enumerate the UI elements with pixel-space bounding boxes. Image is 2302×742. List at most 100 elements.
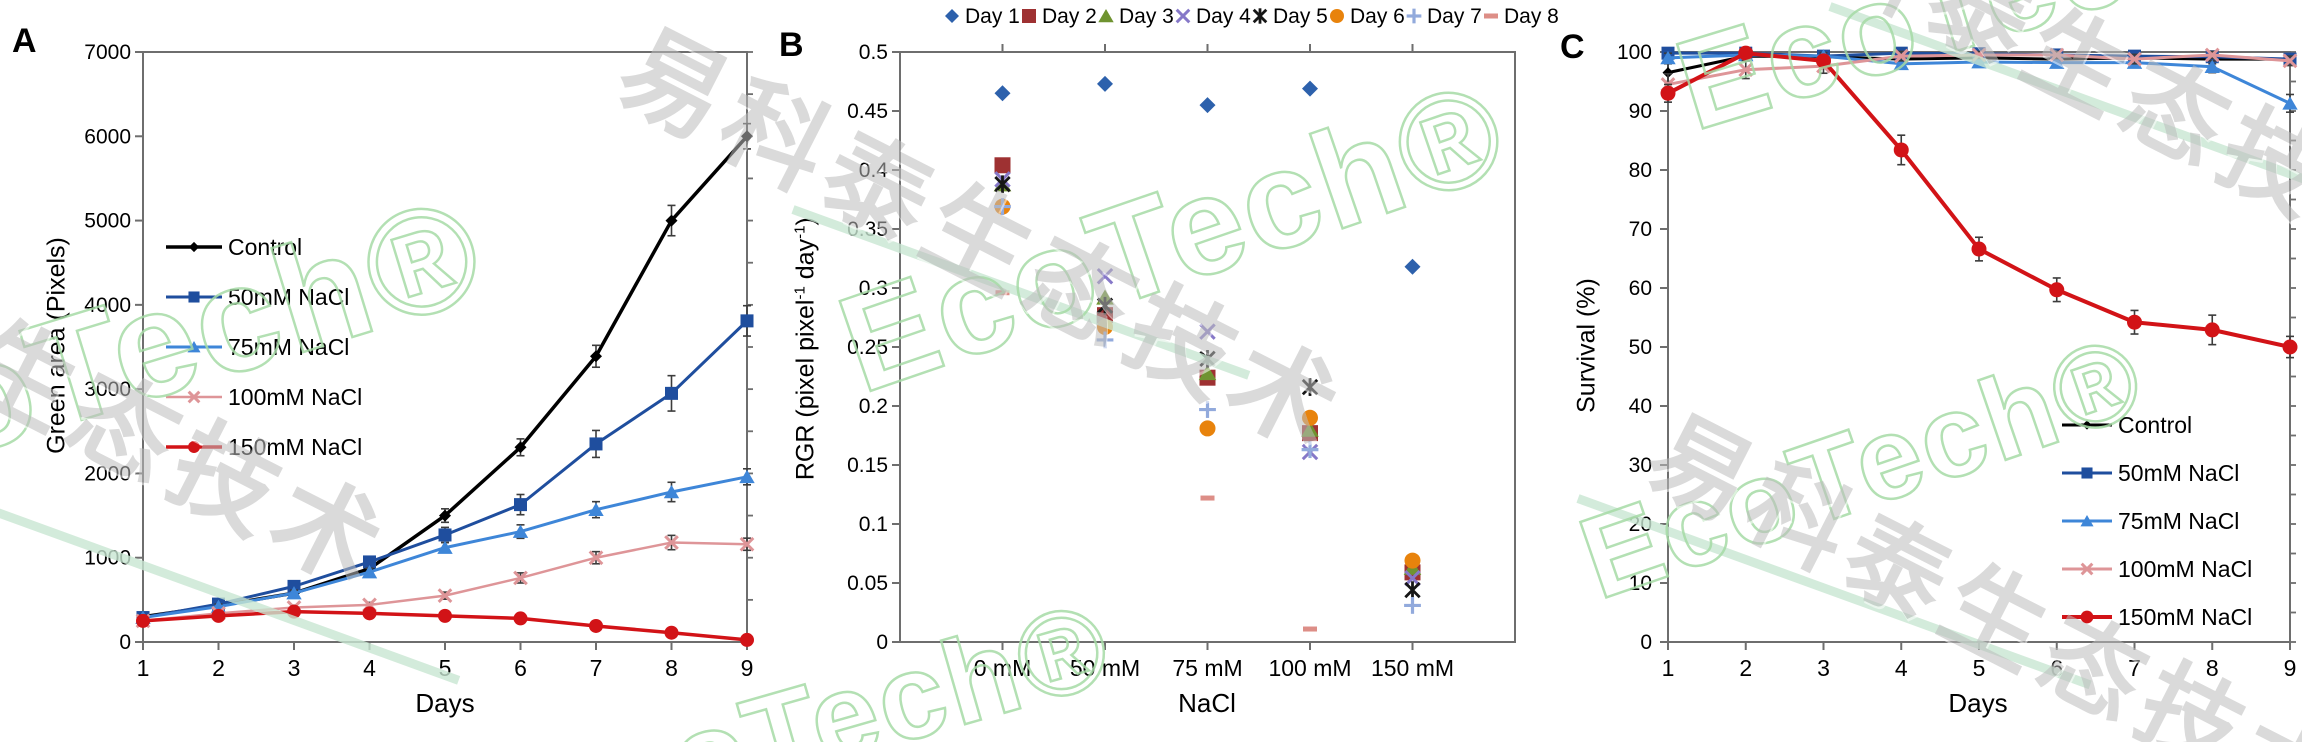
panel-a-y-axis-title: Green area (Pixels) [42,237,71,454]
panel-c-y-axis-title: Survival (%) [1572,278,1601,413]
svg-text:1: 1 [1662,655,1675,681]
svg-text:Day 3: Day 3 [1119,5,1174,28]
panel-B-legend: Day 1 Day 2 Day 3 Day 4 Day 5 Day 6 Day 7 Day 8 [945,5,1559,28]
svg-text:6: 6 [2050,655,2063,681]
svg-text:0.1: 0.1 [859,513,888,536]
panel-A: 0 1000 2000 3000 4000 5000 6000 7000 1 2 3 4 5 6 7 8 9 Co… [84,41,755,681]
svg-text:9: 9 [741,655,754,681]
panel-A-axes: 0 1000 2000 3000 4000 5000 6000 7000 1 2 3 4 5 6 7 8 9 [84,41,753,681]
svg-text:Control: Control [2118,412,2192,438]
svg-text:50mM NaCl: 50mM NaCl [2118,460,2239,486]
svg-text:150mM NaCl: 150mM NaCl [2118,604,2252,630]
svg-text:0.5: 0.5 [859,41,888,64]
svg-text:3: 3 [1817,655,1830,681]
panel-C-axes: 0 10 20 30 40 50 60 70 80 90 100 1 2 3 4 5 6 7 8 9 [1617,41,2296,681]
panel-C-legend: Control 50mM NaCl 75mM NaCl 100mM NaCl 150mM… [2062,412,2252,630]
svg-text:Control: Control [228,234,302,260]
svg-text:150 mM: 150 mM [1371,655,1454,681]
svg-text:0.2: 0.2 [859,395,888,418]
svg-text:50mM NaCl: 50mM NaCl [228,284,349,310]
svg-text:0 mM: 0 mM [974,655,1032,681]
svg-text:6: 6 [514,655,527,681]
panel-b-y-title-sup1: -1 [791,286,809,300]
svg-text:30: 30 [1629,454,1652,477]
svg-text:7000: 7000 [84,41,131,64]
svg-text:0.4: 0.4 [859,159,889,182]
svg-text:0: 0 [119,631,131,654]
svg-text:6000: 6000 [84,125,131,148]
panel-c-label: C [1560,28,1585,66]
svg-text:5: 5 [1973,655,1986,681]
panel-C: 0 10 20 30 40 50 60 70 80 90 100 1 2 3 4 5 6 7 8 9 Control 50… [1617,41,2298,681]
series-B-day-5 [994,175,1421,599]
svg-text:Day 1: Day 1 [965,5,1020,28]
svg-text:0: 0 [1640,631,1652,654]
svg-text:Day 6: Day 6 [1350,5,1405,28]
panel-A-legend: Control 50mM NaCl 75mM NaCl 100mM NaCl 150mM… [166,234,362,460]
panel-a-x-axis-title: Days [415,688,475,718]
series-B-day-8 [995,290,1317,632]
svg-text:0.45: 0.45 [847,100,888,123]
svg-text:Day 5: Day 5 [1273,5,1328,28]
svg-text:0.25: 0.25 [847,336,888,359]
svg-text:2: 2 [212,655,225,681]
svg-text:Day 4: Day 4 [1196,5,1251,28]
svg-text:80: 80 [1629,159,1652,182]
svg-text:0.35: 0.35 [847,218,888,241]
panel-b-x-axis-title: NaCl [1178,688,1236,718]
svg-text:100mM NaCl: 100mM NaCl [228,384,362,410]
svg-text:90: 90 [1629,100,1652,123]
panel-B: 0 0.05 0.1 0.15 0.2 0.25 0.3 0.35 0.4 0.45 0.5 0 mM… [847,5,1559,681]
series-B-day-7 [994,198,1421,614]
svg-text:20: 20 [1629,513,1652,536]
svg-text:100mM NaCl: 100mM NaCl [2118,556,2252,582]
svg-text:3000: 3000 [84,378,131,401]
svg-text:1: 1 [137,655,150,681]
svg-text:75mM NaCl: 75mM NaCl [2118,508,2239,534]
series-A-150mm-nacl [136,604,754,647]
svg-text:2: 2 [1739,655,1752,681]
svg-text:75mM NaCl: 75mM NaCl [228,334,349,360]
svg-text:7: 7 [2128,655,2141,681]
panel-B-axes: 0 0.05 0.1 0.15 0.2 0.25 0.3 0.35 0.4 0.45 0.5 0 mM… [847,41,1454,681]
series-B-day-3 [993,176,1422,575]
svg-text:5000: 5000 [84,210,131,233]
svg-text:0.15: 0.15 [847,454,888,477]
svg-text:10: 10 [1629,572,1652,595]
panel-b-y-title-text: RGR (pixel pixel [791,299,820,481]
svg-text:4000: 4000 [84,294,131,317]
panel-a-label: A [12,22,37,60]
svg-text:5: 5 [439,655,452,681]
svg-text:70: 70 [1629,218,1652,241]
series-B-day-1 [994,75,1421,275]
svg-text:0: 0 [876,631,888,654]
svg-text:Day 7: Day 7 [1427,5,1482,28]
series-C-150mm-nacl [1660,45,2298,359]
svg-text:8: 8 [665,655,678,681]
panel-b-y-axis-title: RGR (pixel pixel-1 day-1) [791,54,820,644]
svg-text:100 mM: 100 mM [1268,655,1351,681]
svg-text:Day 8: Day 8 [1504,5,1559,28]
panel-c-x-axis-title: Days [1948,688,2008,718]
svg-text:7: 7 [590,655,603,681]
svg-text:8: 8 [2206,655,2219,681]
svg-text:3: 3 [288,655,301,681]
svg-text:4: 4 [363,655,376,681]
svg-text:50: 50 [1629,336,1652,359]
svg-text:150mM NaCl: 150mM NaCl [228,434,362,460]
svg-text:0.3: 0.3 [859,277,888,300]
svg-text:4: 4 [1895,655,1908,681]
svg-text:1000: 1000 [84,547,131,570]
svg-text:Day 2: Day 2 [1042,5,1097,28]
svg-text:100: 100 [1617,41,1652,64]
panel-b-y-title-text3: ) [791,217,820,226]
svg-text:40: 40 [1629,395,1652,418]
svg-text:0.05: 0.05 [847,572,888,595]
svg-text:9: 9 [2284,655,2297,681]
panel-b-label: B [779,26,804,64]
svg-text:75 mM: 75 mM [1172,655,1242,681]
panel-b-y-title-sup2: -1 [791,225,809,239]
panel-b-y-title-text2: day [791,238,820,287]
